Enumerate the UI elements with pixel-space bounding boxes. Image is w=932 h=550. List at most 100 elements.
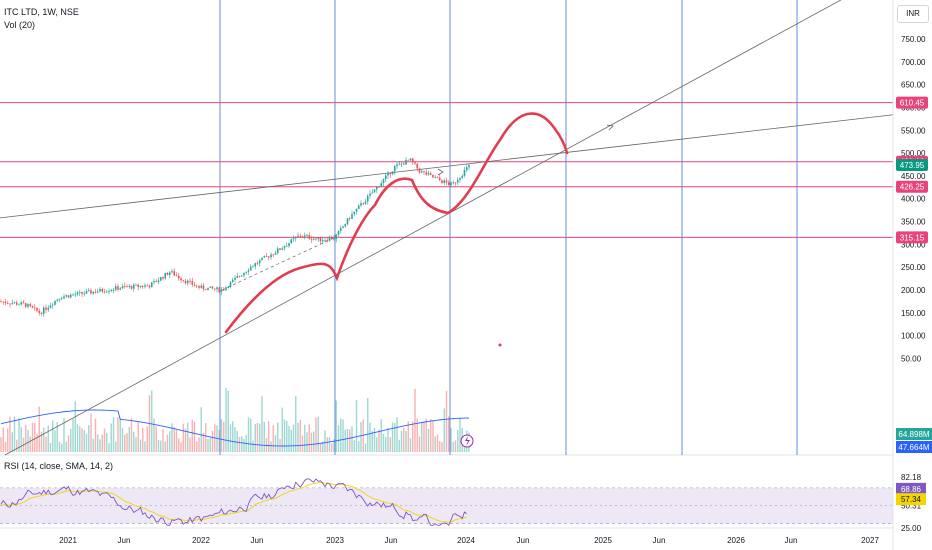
candle-body [4, 301, 7, 304]
candles [0, 156, 470, 318]
volume-bar [292, 424, 295, 452]
candle-body [211, 286, 214, 289]
candle-body [281, 248, 284, 250]
candle-body [272, 254, 275, 256]
price-tick-0: 750.00 [901, 35, 926, 44]
volume-bar [187, 422, 189, 452]
candle-body [355, 208, 358, 212]
volume-bar [209, 437, 211, 452]
volume-bar [133, 431, 135, 452]
candle-body [315, 238, 317, 240]
volume-bar [164, 441, 166, 452]
candle-body [283, 246, 286, 249]
candle-body [274, 252, 277, 255]
candle-body [144, 285, 146, 287]
candle-body [33, 307, 36, 309]
volume-bar [108, 443, 110, 452]
candle-body [54, 300, 56, 305]
volume-bar [90, 413, 92, 452]
volume-bar [407, 421, 409, 452]
volume-bar [151, 390, 153, 452]
candle-body [249, 266, 252, 271]
candle-body [22, 302, 25, 304]
candle-body [378, 186, 380, 188]
trend-lines [0, 0, 894, 456]
volume-bar [306, 432, 308, 452]
volume-bar [92, 438, 94, 452]
candle-body [238, 276, 241, 278]
symbol-legend[interactable]: ITC LTD, 1W, NSE [4, 7, 79, 17]
volume-bar [94, 418, 97, 452]
time-tick-7: Jun [517, 536, 530, 545]
trend-arrow-2 [606, 124, 614, 131]
volume-bar [385, 436, 387, 452]
volume-bar [106, 433, 108, 452]
volume-bar [70, 428, 72, 452]
volume-bar [234, 427, 236, 452]
candle-body [362, 203, 365, 205]
volume-bar [259, 423, 261, 452]
candle-body [236, 276, 239, 278]
volume-bar [99, 439, 101, 452]
candle-body [198, 285, 200, 288]
time-tick-4: 2023 [326, 536, 344, 545]
candle-body [402, 163, 405, 165]
time-tick-2: 2022 [192, 536, 210, 545]
candle-body [459, 177, 461, 180]
candle-body [168, 272, 171, 276]
volume-bar [364, 443, 367, 452]
currency-button[interactable]: INR [897, 5, 929, 23]
marker-dot [498, 343, 502, 347]
candle-body [434, 177, 437, 179]
volume-bar [391, 422, 394, 452]
time-tick-3: Jun [251, 536, 264, 545]
candle-body [146, 285, 149, 287]
candle-body [150, 282, 153, 288]
candle-body [225, 287, 227, 291]
volume-bar [2, 427, 4, 452]
candle-body [18, 304, 20, 306]
volume-bar [20, 427, 22, 452]
candle-body [36, 307, 38, 311]
volume-bar [119, 418, 121, 452]
volume-bar [85, 433, 88, 452]
volume-bar [439, 440, 441, 452]
candle-body [6, 303, 9, 304]
candle-body [339, 227, 342, 231]
price-tick-6: 450.00 [901, 172, 926, 181]
volume-bar [218, 429, 220, 452]
candle-body [373, 189, 376, 193]
candle-body [285, 245, 288, 247]
candle-body [132, 284, 135, 289]
volume-bar [443, 408, 445, 452]
candle-body [371, 192, 374, 194]
rsi-current-tag [896, 482, 926, 495]
volume-bar [360, 421, 362, 452]
candle-body [443, 180, 446, 183]
candle-body [51, 304, 54, 306]
candle-body [240, 275, 243, 277]
candle-body [423, 171, 425, 173]
volume-bar [47, 425, 49, 452]
time-tick-6: 2024 [457, 536, 475, 545]
rsi-legend[interactable]: RSI (14, close, SMA, 14, 2) [4, 461, 114, 471]
candle-body [335, 234, 338, 239]
candle-body [245, 271, 248, 273]
volume-bar [135, 437, 137, 452]
candle-body [171, 271, 173, 273]
volume-bar [236, 430, 238, 452]
volume-bar [160, 440, 162, 452]
vertical-lines [219, 0, 798, 455]
price-axis-background [893, 0, 932, 550]
cup-pattern-drawing [224, 112, 569, 347]
volume-legend[interactable]: Vol (20) [4, 20, 36, 30]
candle-body [141, 285, 144, 287]
trend-arrow-1 [437, 168, 444, 176]
volume-bar [252, 440, 254, 452]
volume-bar [344, 429, 346, 452]
candle-body [130, 285, 133, 289]
volume-bar [349, 429, 351, 452]
volume-bar [412, 421, 414, 452]
candle-body [393, 166, 396, 172]
